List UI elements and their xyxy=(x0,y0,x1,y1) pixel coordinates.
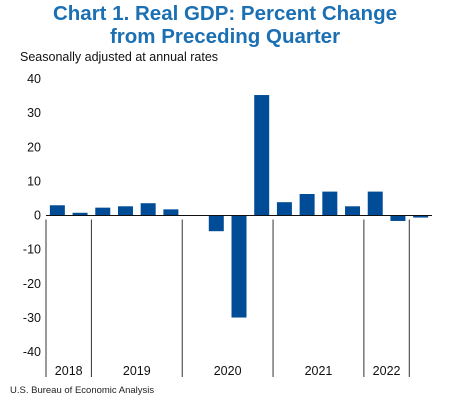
y-tick-label-minus-30: -30 xyxy=(23,311,41,325)
chart-title-line-2: from Preceding Quarter xyxy=(109,25,341,48)
source-note: U.S. Bureau of Economic Analysis xyxy=(10,385,155,396)
bar-2020-q3 xyxy=(254,95,270,216)
year-label-2019: 2019 xyxy=(123,364,151,378)
bar-2019-q3 xyxy=(163,209,179,216)
y-tick-label-0: 0 xyxy=(34,209,41,223)
bar-2020-q1 xyxy=(208,215,224,232)
bar-2018-q2 xyxy=(49,205,65,216)
bar-2018-q4 xyxy=(95,207,111,216)
bar-2022-q1 xyxy=(390,215,406,221)
chart-title-line-1: Chart 1. Real GDP: Percent Change xyxy=(52,2,398,25)
y-tick-label-minus-10: -10 xyxy=(23,243,41,257)
bar-2022-q2 xyxy=(413,215,429,218)
y-tick-label-30: 30 xyxy=(27,106,41,120)
bar-2021-q2 xyxy=(322,191,338,216)
bar-2019-q2 xyxy=(140,203,156,216)
bar-2021-q4 xyxy=(367,191,383,216)
y-tick-label-10: 10 xyxy=(27,174,41,188)
bar-2021-q1 xyxy=(299,194,315,216)
y-tick-label-40: 40 xyxy=(27,72,41,86)
chart-title: Chart 1. Real GDP: Percent Change from P… xyxy=(0,2,450,48)
bar-2018-q3 xyxy=(72,212,88,216)
y-tick-label-minus-20: -20 xyxy=(23,277,41,291)
y-tick-label-20: 20 xyxy=(27,140,41,154)
year-label-2020: 2020 xyxy=(214,364,242,378)
bar-2020-q2 xyxy=(231,215,247,318)
chart-subtitle: Seasonally adjusted at annual rates xyxy=(20,50,219,64)
y-tick-label-minus-40: -40 xyxy=(23,345,41,359)
year-label-2022: 2022 xyxy=(373,364,401,378)
bar-2019-q1 xyxy=(117,206,133,216)
year-label-2021: 2021 xyxy=(305,364,333,378)
bar-2020-q4 xyxy=(276,202,292,216)
bar-2021-q3 xyxy=(345,206,361,216)
year-label-2018: 2018 xyxy=(55,364,83,378)
